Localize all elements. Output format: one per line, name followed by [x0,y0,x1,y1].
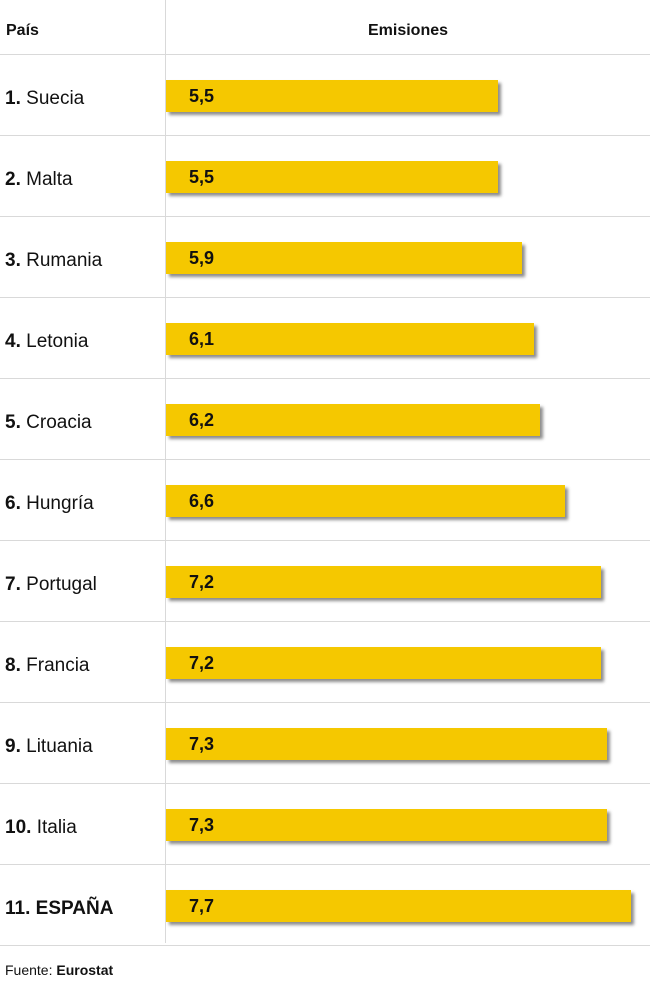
emission-bar: 5,5 [166,161,498,193]
emission-bar: 7,2 [166,647,601,679]
country-label: 7. Portugal [5,574,97,596]
table-header: País Emisiones [0,0,650,55]
country-label: 11. ESPAÑA [5,898,113,920]
country-name: Suecia [26,88,85,109]
emissions-column-header: Emisiones [367,22,449,39]
country-name: Portugal [26,574,97,595]
table-row: 6. Hungría 6,6 [0,460,650,541]
table-row: 10. Italia 7,3 [0,784,650,865]
country-name: Rumania [26,250,103,271]
emission-bar: 7,3 [166,728,607,760]
table-body: 1. Suecia 5,5 2. Malta 5,5 3. Rumania 5,9 4. L… [0,55,650,946]
bar-value-label: 6,2 [189,410,215,430]
emissions-table: País Emisiones 1. Suecia 5,5 2. Malta 5,5 3.… [0,0,650,946]
country-label: 1. Suecia [5,88,84,110]
emission-bar: 6,1 [166,323,534,355]
bar-value-label: 7,2 [189,572,215,592]
country-label: 9. Lituania [5,736,93,758]
country-label: 8. Francia [5,655,90,677]
country-name: Italia [36,817,77,838]
bar-value-label: 6,6 [189,491,215,511]
rank-number: 1. [5,88,21,109]
country-name: Malta [26,169,73,190]
emission-bar: 6,6 [166,485,565,517]
bar-value-label: 5,5 [189,167,215,187]
table-row: 3. Rumania 5,9 [0,217,650,298]
bar-value-label: 7,7 [189,896,215,916]
table-row: 7. Portugal 7,2 [0,541,650,622]
emission-bar: 6,2 [166,404,540,436]
rank-number: 3. [5,250,21,271]
country-name: Lituania [26,736,93,757]
rank-number: 2. [5,169,21,190]
country-column-header: País [6,22,39,39]
table-row: 9. Lituania 7,3 [0,703,650,784]
emission-bar: 5,9 [166,242,522,274]
bar-value-label: 5,5 [189,86,215,106]
column-divider [165,0,166,943]
rank-number: 10. [5,817,32,838]
country-name: Hungría [26,493,94,514]
country-label: 2. Malta [5,169,73,191]
table-row: 4. Letonia 6,1 [0,298,650,379]
emission-bar: 7,3 [166,809,607,841]
table-row: 2. Malta 5,5 [0,136,650,217]
bar-value-label: 5,9 [189,248,215,268]
emission-bar: 5,5 [166,80,498,112]
rank-number: 4. [5,331,21,352]
source-name: Eurostat [56,962,114,978]
rank-number: 8. [5,655,21,676]
emission-bar: 7,2 [166,566,601,598]
bar-value-label: 7,3 [189,734,215,754]
country-label: 6. Hungría [5,493,94,515]
country-label: 4. Letonia [5,331,88,353]
bar-value-label: 7,3 [189,815,215,835]
country-name: Letonia [26,331,89,352]
rank-number: 11. [5,898,31,919]
table-row: 11. ESPAÑA 7,7 [0,865,650,946]
table-row: 8. Francia 7,2 [0,622,650,703]
bar-value-label: 7,2 [189,653,215,673]
table-row: 1. Suecia 5,5 [0,55,650,136]
rank-number: 7. [5,574,21,595]
country-name: Croacia [26,412,92,433]
country-label: 5. Croacia [5,412,92,434]
country-label: 10. Italia [5,817,77,839]
bar-value-label: 6,1 [189,329,215,349]
source-note: Fuente: Eurostat [5,962,113,978]
rank-number: 5. [5,412,21,433]
source-prefix: Fuente: [5,962,53,978]
table-row: 5. Croacia 6,2 [0,379,650,460]
country-label: 3. Rumania [5,250,102,272]
emission-bar: 7,7 [166,890,631,922]
rank-number: 9. [5,736,21,757]
country-name: Francia [26,655,90,676]
rank-number: 6. [5,493,21,514]
country-name: ESPAÑA [35,898,114,919]
